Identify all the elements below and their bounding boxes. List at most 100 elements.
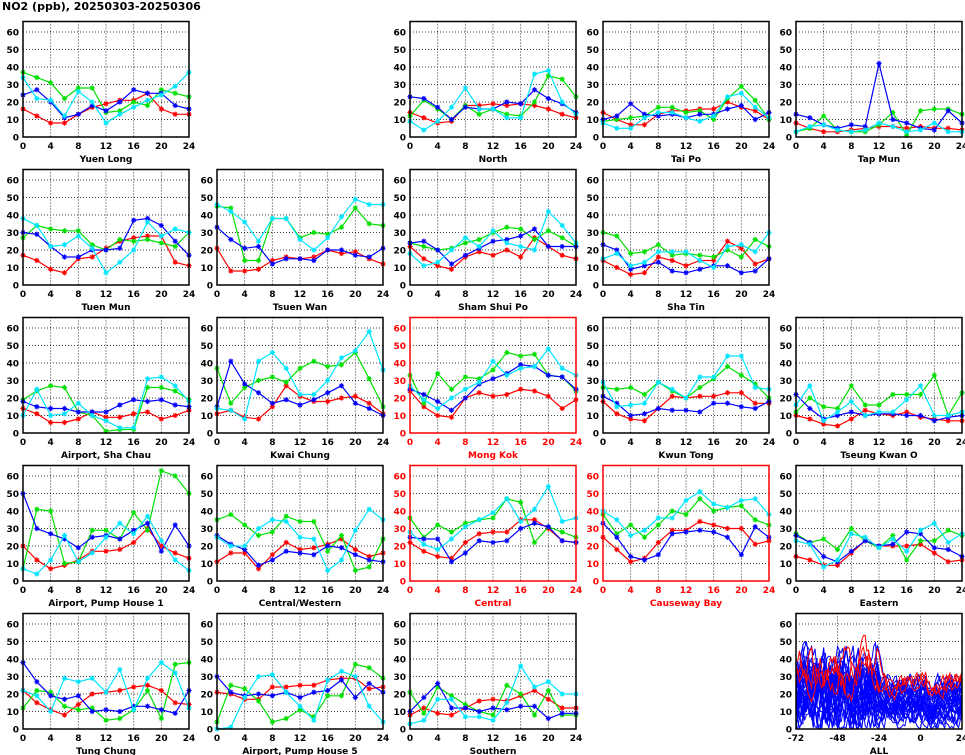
data-point-green [158,240,164,246]
data-point-cyan [669,249,675,255]
data-point-blue [172,102,178,109]
y-tick-label: 40 [586,360,599,370]
x-tick-label: 24 [570,734,583,744]
x-tick-label: 4 [435,142,441,152]
data-point-blue [669,407,675,413]
x-tick-label: 24 [763,438,776,448]
data-point-red [490,252,496,258]
x-tick-label: 4 [48,290,54,300]
x-tick-label: 4 [242,438,248,448]
data-point-cyan [325,677,331,683]
data-point-green [117,715,123,722]
y-tick-label: 60 [200,473,213,483]
x-tick-label: 8 [75,438,81,448]
data-point-green [325,231,331,237]
panel-yuen-long: 0 10 20 30 40 50 60 0 4 8 12 16 20 24 Yuen Long [6,20,196,165]
y-tick-label: 40 [393,656,406,666]
data-point-red [283,383,289,389]
data-point-blue [641,263,648,269]
x-tick-label: 8 [462,290,468,300]
data-point-green [945,527,951,533]
data-point-green [131,238,137,244]
data-point-cyan [531,506,538,512]
y-tick-label: 0 [400,282,406,292]
data-point-red [61,419,68,426]
data-point-blue [518,101,524,107]
data-point-cyan [545,208,551,215]
data-point-blue [61,696,68,702]
data-point-green [848,525,854,532]
data-point-cyan [89,99,95,105]
data-point-cyan [655,109,661,116]
data-point-green [338,693,345,699]
data-point-cyan [848,531,854,537]
panel-north: 0 10 20 30 40 50 60 0 4 8 12 16 20 24 North [393,20,582,165]
data-point-red [724,525,731,532]
panel-title: Kwai Chung [270,451,330,461]
panel-tai-po: 0 10 20 30 40 50 60 0 4 8 12 16 20 24 Tai Po [586,20,775,165]
y-tick-label: 30 [200,377,213,387]
data-point-blue [697,111,703,117]
x-tick-label: 20 [542,438,555,448]
data-point-blue [904,120,910,126]
data-point-green [297,518,303,525]
data-point-red [545,106,551,112]
data-point-green [614,386,620,392]
data-point-red [504,247,510,253]
data-point-red [724,238,731,244]
data-point-blue [628,266,634,272]
data-point-cyan [476,714,482,720]
data-point-green [531,539,538,546]
data-point-cyan [283,518,289,525]
plot-border [409,464,577,582]
x-tick-label: 20 [542,142,555,152]
data-point-green [738,83,744,89]
data-point-cyan [834,127,841,133]
data-point-green [628,250,634,257]
panel-central-western: 0 10 20 30 40 50 60 0 4 8 12 16 20 24 Central/Western [200,464,389,609]
y-tick-label: 60 [393,29,406,39]
y-tick-label: 30 [586,81,599,91]
data-point-blue [34,87,40,93]
data-point-green [325,693,331,699]
y-tick-label: 0 [786,578,792,588]
x-tick-label: 4 [435,438,441,448]
data-point-red [34,557,40,563]
data-point-green [490,515,496,521]
data-point-green [311,518,317,525]
data-point-green [545,228,551,234]
data-point-red [559,705,565,711]
data-point-red [917,541,924,547]
y-tick-label: 30 [393,377,406,387]
data-point-red [476,390,482,396]
data-point-blue [518,362,524,368]
data-point-green [269,374,275,380]
x-tick-label: 16 [900,142,913,152]
data-point-cyan [269,215,275,222]
data-point-cyan [172,557,178,563]
x-tick-label: 12 [487,142,500,152]
data-point-blue [352,694,358,701]
y-tick-label: 20 [200,543,213,553]
y-tick-label: 10 [6,116,19,126]
data-point-cyan [628,263,634,269]
x-tick-label: 24 [183,142,196,152]
data-point-green [669,508,675,514]
data-point-red [476,102,482,109]
data-point-green [228,682,234,688]
data-point-red [131,235,137,241]
data-point-blue [242,546,248,553]
data-point-green [89,242,95,248]
plot-border [602,464,770,582]
data-point-cyan [945,129,951,135]
y-tick-label: 10 [200,264,213,274]
x-tick-label: 12 [100,734,113,744]
data-point-green [738,254,744,260]
data-point-cyan [518,243,524,250]
y-tick-label: 10 [779,560,792,570]
data-point-blue [117,708,123,715]
plot-border [409,316,577,434]
data-point-blue [724,534,731,540]
x-tick-label: 4 [48,586,54,596]
data-point-green [283,513,289,519]
